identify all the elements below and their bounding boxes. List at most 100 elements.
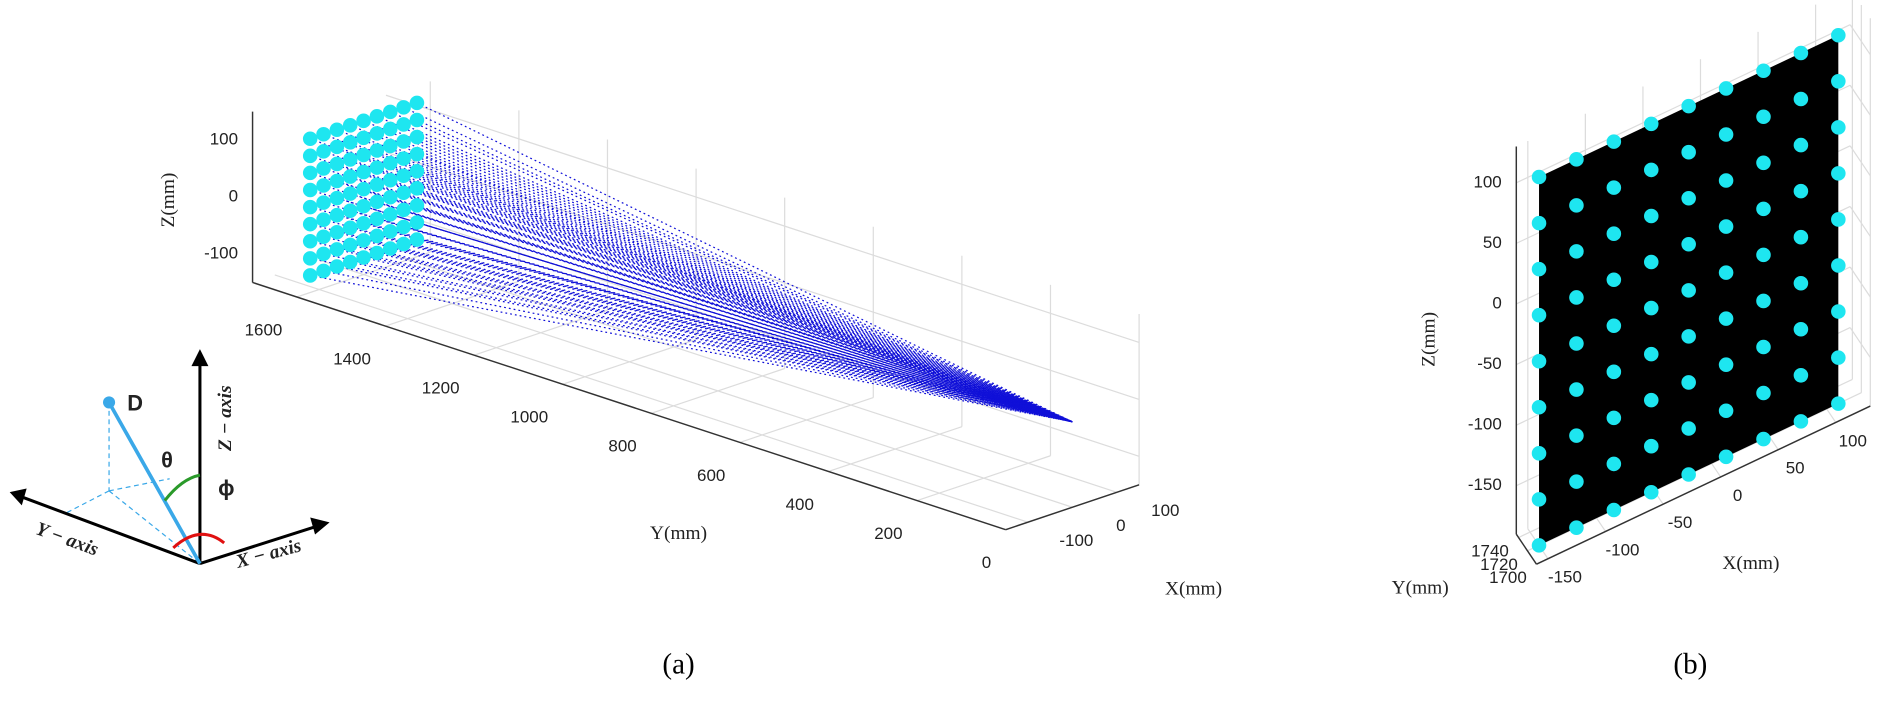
point (1643, 116, 1659, 132)
x-axis-arrow (199, 524, 318, 566)
point (1606, 134, 1622, 149)
point (396, 202, 411, 218)
point (1831, 166, 1846, 181)
point (329, 122, 345, 138)
point (302, 268, 318, 283)
point (1606, 410, 1622, 426)
point (1569, 474, 1584, 489)
point (342, 254, 358, 270)
ray (416, 170, 1073, 423)
point (382, 104, 398, 120)
point (1569, 382, 1584, 397)
y-tick-label: 1000 (510, 408, 548, 427)
ray (350, 261, 1073, 423)
ray (416, 221, 1073, 423)
point (1569, 428, 1584, 443)
y-tick-label: 1720 (1480, 555, 1518, 574)
ray (403, 123, 1073, 423)
point (329, 225, 345, 240)
point (1643, 162, 1659, 178)
y-tick-label: 200 (874, 524, 902, 543)
point (1831, 350, 1846, 365)
y-tick-label: 1400 (333, 349, 371, 368)
ray (336, 265, 1073, 423)
x-tick-label: 50 (1786, 459, 1805, 478)
ray (323, 270, 1073, 423)
point (382, 172, 398, 188)
theta-label: θ (161, 448, 173, 473)
grid-line (1849, 206, 1871, 237)
point (1793, 183, 1809, 199)
point (396, 168, 411, 183)
point (1793, 137, 1809, 153)
y-axis-label: Y − axis (33, 519, 101, 561)
point (356, 216, 371, 231)
point (1756, 385, 1771, 401)
vector-line (107, 401, 202, 565)
point (342, 135, 358, 150)
point (382, 190, 398, 205)
x-tick-label: -150 (1548, 568, 1582, 587)
ray (323, 253, 1073, 423)
point (1569, 198, 1584, 213)
y-axis-arrow (21, 495, 201, 566)
y-tick-label: 1700 (1489, 568, 1527, 587)
ray (403, 192, 1073, 423)
point (409, 198, 425, 213)
point (1531, 399, 1547, 415)
point (1681, 467, 1696, 482)
point (369, 109, 385, 124)
point (316, 195, 331, 210)
ray (350, 227, 1073, 423)
point (342, 118, 358, 133)
point (1756, 431, 1771, 447)
point (369, 228, 385, 244)
point (302, 131, 318, 147)
ray (416, 119, 1073, 423)
point (369, 194, 385, 210)
ray (403, 106, 1073, 423)
point (409, 112, 425, 128)
point (1681, 190, 1696, 206)
ray (403, 175, 1073, 423)
x-axis-line (1005, 484, 1140, 531)
point (369, 245, 385, 261)
ray (376, 149, 1073, 423)
point (1831, 258, 1846, 273)
point (369, 126, 385, 141)
point (1643, 208, 1659, 224)
point (1531, 492, 1547, 507)
y-tick-label: 1200 (422, 379, 460, 398)
dashed-line (66, 490, 110, 514)
point (1606, 226, 1622, 241)
point (1681, 421, 1696, 436)
ray (363, 239, 1073, 423)
point (1718, 449, 1734, 465)
y-tick-label: 600 (697, 466, 725, 485)
point (396, 236, 411, 252)
point (1531, 215, 1547, 231)
point (1643, 438, 1659, 454)
point (1756, 247, 1771, 263)
theta-arc (163, 473, 201, 502)
y-tick-label: 1740 (1471, 542, 1509, 561)
point (316, 212, 331, 227)
x-tick-label: 100 (1839, 431, 1867, 450)
phi-label: ϕ (218, 475, 234, 500)
x-tick-label: -100 (1606, 540, 1640, 559)
grid-line (385, 208, 1140, 457)
point (1681, 237, 1696, 252)
ray (403, 209, 1073, 423)
grid-line (274, 274, 1029, 523)
point (1793, 275, 1809, 291)
point (1756, 155, 1771, 171)
point (1831, 27, 1846, 43)
point (302, 233, 318, 249)
z-tick-label: 0 (1492, 293, 1501, 312)
point (329, 190, 345, 206)
point (342, 203, 358, 218)
point (1831, 212, 1846, 227)
point (356, 130, 371, 146)
